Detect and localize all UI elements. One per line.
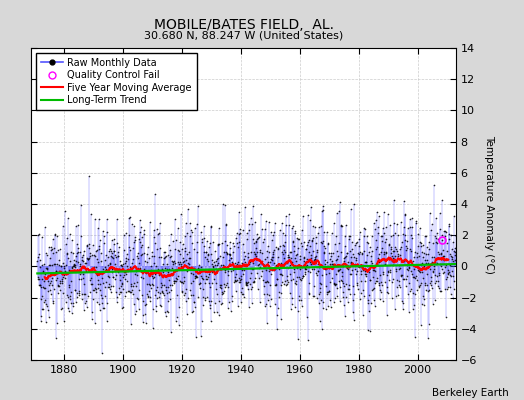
Y-axis label: Temperature Anomaly (°C): Temperature Anomaly (°C) <box>484 134 494 274</box>
Text: Berkeley Earth: Berkeley Earth <box>432 388 508 398</box>
Title: MOBILE/BATES FIELD,  AL.: MOBILE/BATES FIELD, AL. <box>154 18 334 32</box>
Text: 30.680 N, 88.247 W (United States): 30.680 N, 88.247 W (United States) <box>144 30 343 40</box>
Legend: Raw Monthly Data, Quality Control Fail, Five Year Moving Average, Long-Term Tren: Raw Monthly Data, Quality Control Fail, … <box>36 53 197 110</box>
